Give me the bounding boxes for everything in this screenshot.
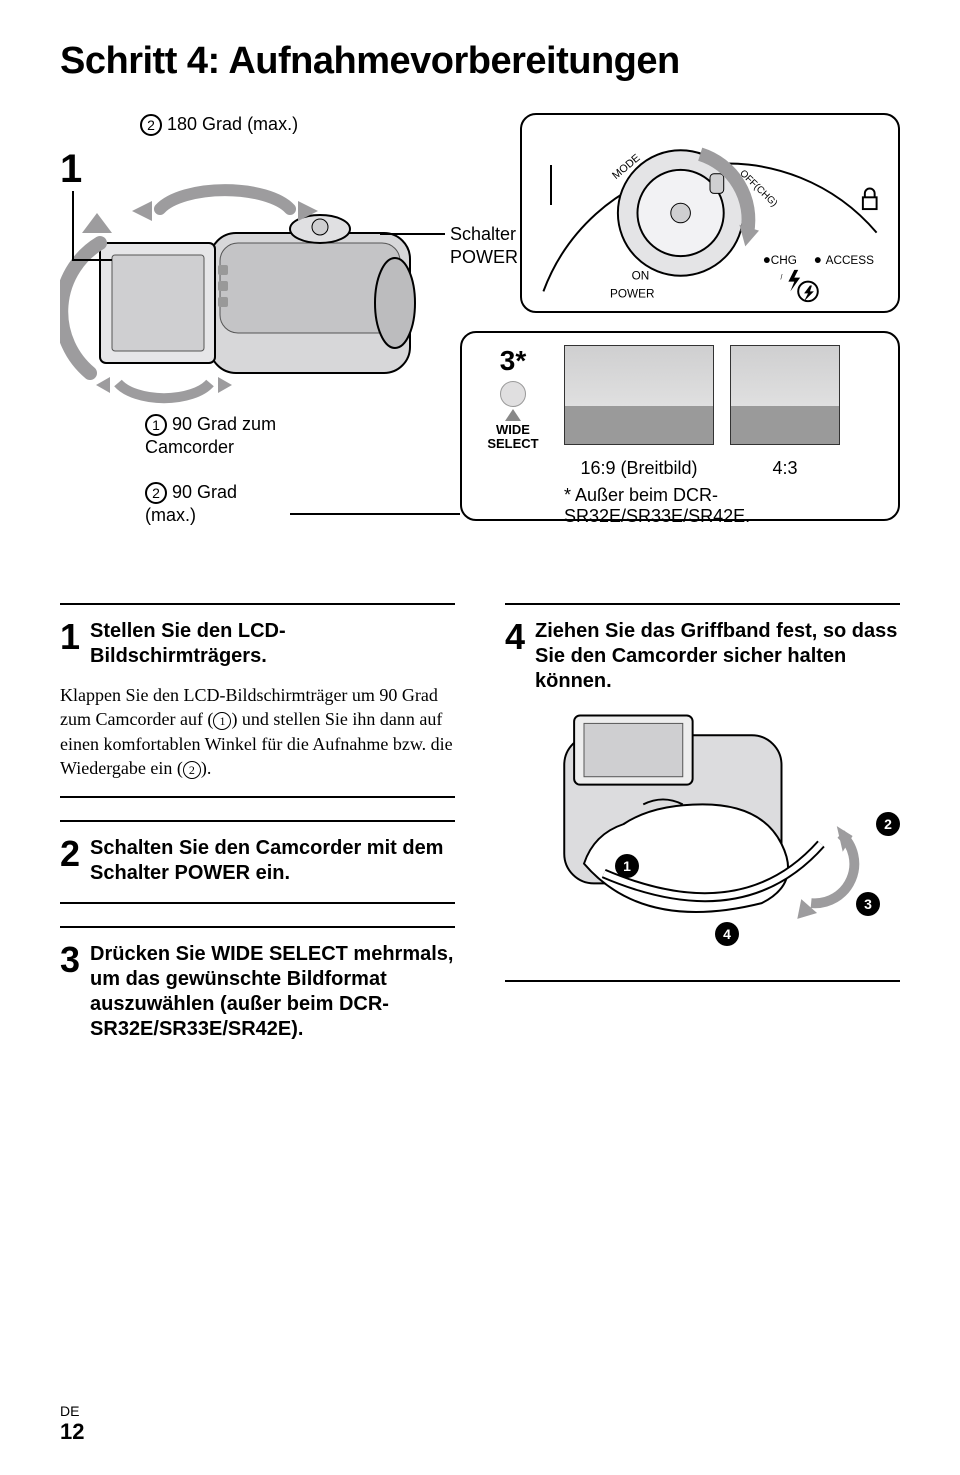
step-4-num: 4 (505, 619, 525, 655)
svg-text:POWER: POWER (610, 287, 654, 300)
step-3: 3 Drücken Sie WIDE SELECT mehrmals, um d… (60, 926, 455, 1058)
footer-lang: DE (60, 1403, 84, 1419)
circle-2b: 2 (145, 482, 167, 504)
line (290, 513, 460, 515)
step-4-head: Ziehen Sie das Griffband fest, so dass S… (535, 619, 900, 694)
inline-circ-2: 2 (183, 761, 201, 779)
inline-circ-1: 1 (213, 712, 231, 730)
steps-columns: 1 Stellen Sie den LCD-Bildschirmträgers.… (60, 603, 900, 1080)
step-3-num: 3 (60, 942, 80, 978)
footer-page-number: 12 (60, 1419, 84, 1445)
thumb-16-9 (564, 345, 714, 445)
step-1: 1 Stellen Sie den LCD-Bildschirmträgers.… (60, 603, 455, 798)
circle-1: 1 (145, 414, 167, 436)
ratio-wide-label: 16:9 (Breitbild) (564, 458, 714, 479)
power-label: Schalter POWER (450, 223, 518, 270)
grip-marker-1: 1 (615, 854, 639, 878)
line (72, 259, 112, 261)
wide-select-panel: 3* WIDE SELECT 16:9 (Breitbild) 4:3 * Au… (460, 331, 900, 521)
diagram-area: 2 180 Grad (max.) 1 (60, 113, 900, 563)
svg-text:CHG: CHG (771, 254, 797, 267)
wide-note: * Außer beim DCR-SR32E/SR33E/SR42E. (564, 485, 882, 527)
callout-180: 2 180 Grad (max.) (140, 113, 298, 136)
line (550, 165, 552, 205)
thumb-4-3 (730, 345, 840, 445)
wide-select-button (500, 381, 526, 407)
step-1-num: 1 (60, 619, 80, 655)
page-title: Schritt 4: Aufnahmevorbereitungen (60, 40, 900, 83)
grip-marker-4: 4 (715, 922, 739, 946)
left-column: 1 Stellen Sie den LCD-Bildschirmträgers.… (60, 603, 455, 1080)
marker-3: 3* (500, 345, 526, 377)
step-1-body: Klappen Sie den LCD-Bildschirmträger um … (60, 683, 455, 780)
s1-text-c: ). (201, 758, 212, 778)
step-2-head: Schalten Sie den Camcorder mit dem Schal… (90, 836, 455, 886)
step-2-num: 2 (60, 836, 80, 872)
page-footer: DE 12 (60, 1403, 84, 1445)
callout-90cam: 1 90 Grad zum Camcorder (145, 413, 276, 460)
ratio-std-label: 4:3 (730, 458, 840, 479)
svg-text:ACCESS: ACCESS (826, 254, 874, 267)
line (72, 191, 74, 261)
step-4: 4 Ziehen Sie das Griffband fest, so dass… (505, 603, 900, 982)
step-1-head: Stellen Sie den LCD-Bildschirmträgers. (90, 619, 455, 669)
step-3-head: Drücken Sie WIDE SELECT mehrmals, um das… (90, 942, 455, 1042)
right-column: 4 Ziehen Sie das Griffband fest, so dass… (505, 603, 900, 1080)
circle-2: 2 (140, 114, 162, 136)
grip-marker-2: 2 (876, 812, 900, 836)
power-dial-panel: MODE ON POWER OFF(CHG) CHG / ACCESS (520, 113, 900, 313)
callout-90max: 2 90 Grad (max.) (145, 481, 237, 528)
step-2: 2 Schalten Sie den Camcorder mit dem Sch… (60, 820, 455, 904)
svg-text:ON: ON (632, 270, 650, 283)
grip-marker-3: 3 (856, 892, 880, 916)
wide-select-button-block: 3* WIDE SELECT (478, 345, 548, 452)
svg-text:/: / (781, 275, 783, 282)
wide-select-label: WIDE SELECT (487, 423, 538, 452)
grip-illustration: 1 2 3 4 (505, 704, 900, 964)
line (380, 233, 445, 235)
up-arrow-icon (505, 409, 521, 421)
callout-180-text: 180 Grad (max.) (167, 114, 298, 134)
camcorder-illustration (60, 173, 460, 453)
